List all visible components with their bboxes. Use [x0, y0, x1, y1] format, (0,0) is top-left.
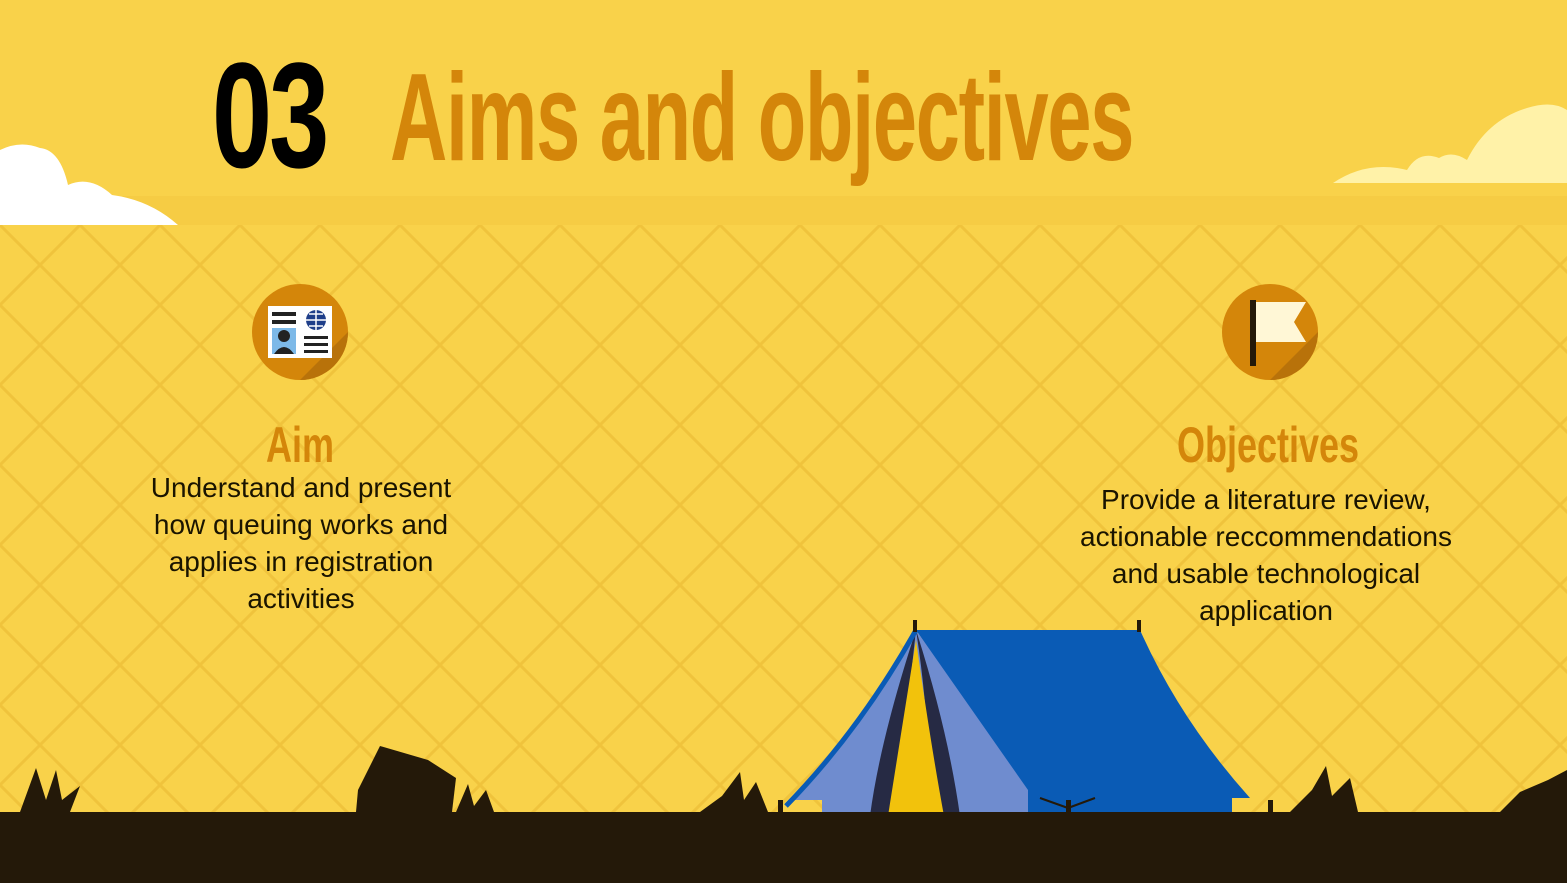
grass-tufts: [20, 766, 1567, 812]
cloud-left: [0, 144, 178, 225]
aim-icon-badge: [252, 284, 348, 380]
header-strip: [0, 196, 1567, 225]
aim-heading: Aim: [265, 417, 335, 473]
flag-icon: [1250, 300, 1318, 380]
id-card-icon: [268, 306, 348, 380]
header-band: [0, 0, 1567, 225]
objectives-text: Provide a literature review, actionable …: [1080, 484, 1452, 626]
aim-text: Understand and present how queuing works…: [150, 472, 452, 614]
ground: [0, 812, 1567, 883]
slide-number: 03: [212, 31, 329, 199]
slide-title: Aims and objectives: [390, 49, 1134, 187]
cloud-right: [1333, 104, 1567, 183]
tent: [778, 620, 1273, 824]
objectives-heading: Objectives: [1176, 417, 1360, 473]
rock: [356, 746, 456, 812]
objectives-icon-badge: [1222, 284, 1318, 380]
